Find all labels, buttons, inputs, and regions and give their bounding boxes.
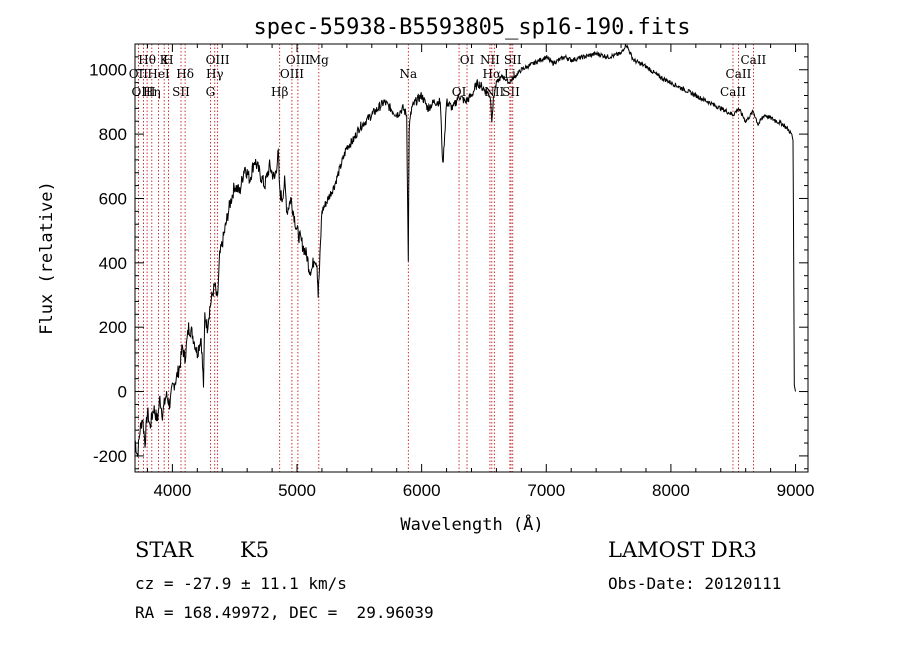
x-tick-label: 4000 xyxy=(153,481,191,500)
y-tick-label: 200 xyxy=(99,318,127,337)
line-marker-label: Hδ xyxy=(176,67,194,81)
line-markers: HθOIIOIIIKHeIHηHHδSIIOIIIHγGOIIIOIIIHβMg… xyxy=(129,44,767,472)
chart-title: spec-55938-B5593805_sp16-190.fits xyxy=(253,15,690,40)
line-marker-label: Na xyxy=(399,67,417,81)
redshift-cz: cz = -27.9 ± 11.1 km/s xyxy=(135,574,347,593)
y-ticks: -200 0 200 400 600 800 1000 xyxy=(89,43,808,470)
line-marker-label: G xyxy=(206,85,216,99)
spectrum-series xyxy=(134,43,796,458)
line-marker-label: Hη xyxy=(143,85,161,99)
line-marker-label: Mg xyxy=(309,53,329,67)
line-marker-label: NII xyxy=(480,53,500,67)
line-marker-label: OIII xyxy=(286,53,310,67)
line-marker-label: CaII xyxy=(720,85,746,99)
line-marker-label: Hθ xyxy=(138,53,156,67)
line-marker-label: OI xyxy=(460,53,475,67)
y-tick-label: -200 xyxy=(93,447,127,466)
line-marker-label: Hβ xyxy=(271,85,288,99)
line-marker-label: CaII xyxy=(726,67,752,81)
line-marker-label: Hα xyxy=(483,67,502,81)
object-class: STAR xyxy=(135,538,194,562)
y-tick-label: 800 xyxy=(99,125,127,144)
line-marker-label: OII xyxy=(129,67,149,81)
line-marker-label: SII xyxy=(502,85,520,99)
x-axis-label: Wavelength (Å) xyxy=(400,513,543,535)
y-tick-label: 600 xyxy=(99,189,127,208)
line-marker-label: Li xyxy=(504,67,516,81)
x-tick-label: 5000 xyxy=(278,481,316,500)
obs-date: Obs-Date: 20120111 xyxy=(608,574,782,593)
line-marker-label: H xyxy=(163,53,173,67)
y-tick-label: 1000 xyxy=(89,61,127,80)
x-ticks: 4000 5000 6000 7000 8000 9000 xyxy=(146,44,815,500)
y-axis-label: Flux (relative) xyxy=(37,181,57,335)
line-marker-label: OIII xyxy=(280,67,304,81)
line-marker-label: Hγ xyxy=(206,67,224,81)
line-marker-label: SII xyxy=(172,85,190,99)
x-tick-label: 9000 xyxy=(777,481,815,500)
y-tick-label: 0 xyxy=(118,383,127,402)
plot-frame xyxy=(134,43,809,473)
spectrum-line xyxy=(134,43,796,458)
survey-name: LAMOST DR3 xyxy=(608,538,757,562)
ra-dec: RA = 168.49972, DEC = 29.96039 xyxy=(135,603,434,622)
line-marker-label: K xyxy=(160,53,170,67)
line-marker-label: OI xyxy=(452,85,467,99)
object-subclass: K5 xyxy=(240,538,270,562)
line-marker-label: SII xyxy=(504,53,522,67)
line-marker-label: OIII xyxy=(206,53,230,67)
x-tick-label: 7000 xyxy=(527,481,565,500)
plot-axes xyxy=(134,43,809,473)
y-tick-label: 400 xyxy=(99,254,127,273)
line-marker-label: CaII xyxy=(740,53,766,67)
x-tick-label: 8000 xyxy=(652,481,690,500)
line-marker-label: HeI xyxy=(147,67,170,81)
x-tick-label: 6000 xyxy=(403,481,441,500)
